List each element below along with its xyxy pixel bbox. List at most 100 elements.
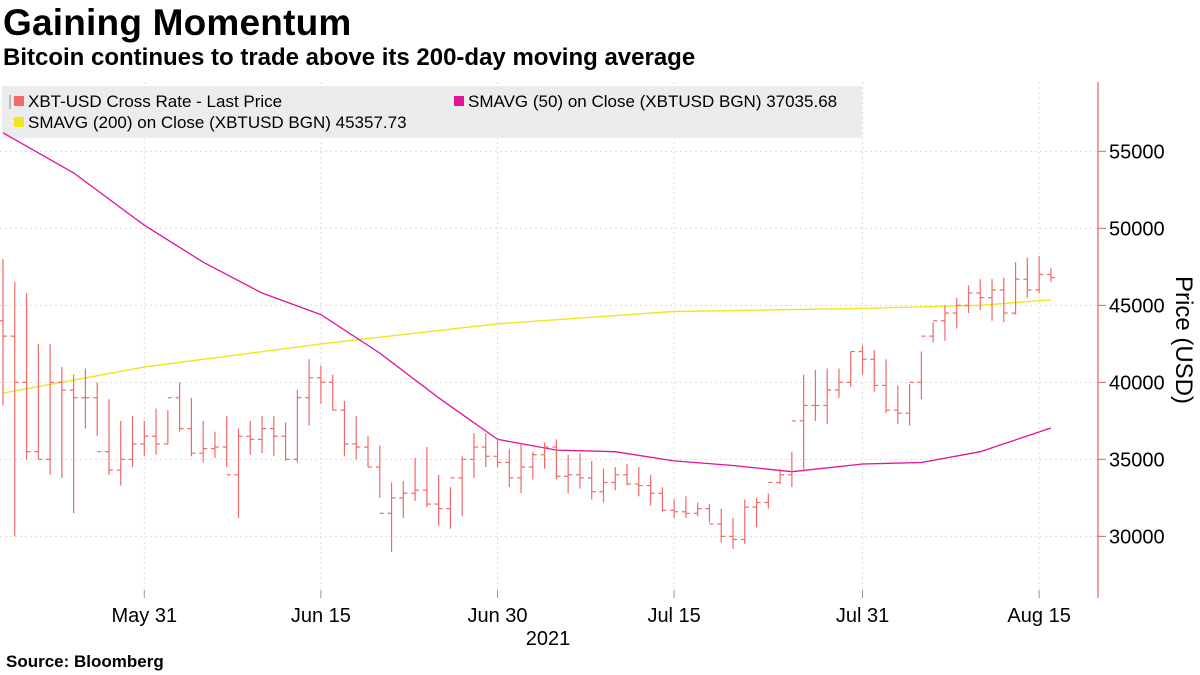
y-tick-label: 35000 — [1109, 449, 1165, 471]
price-bar — [434, 474, 443, 526]
price-bar — [281, 422, 290, 461]
price-bar — [552, 439, 561, 480]
price-bar — [670, 499, 679, 518]
price-bar — [729, 517, 737, 549]
legend-label: SMAVG (200) on Close (XBTUSD BGN) 45357.… — [28, 113, 407, 132]
price-bar — [1035, 256, 1044, 294]
source-note: Source: Bloomberg — [6, 652, 164, 671]
price-bar — [799, 374, 808, 472]
price-bar — [658, 487, 667, 512]
price-bar — [917, 335, 926, 400]
price-bar — [846, 350, 855, 387]
price-bar — [705, 504, 714, 525]
price-bar — [269, 416, 278, 457]
price-bar — [352, 416, 361, 460]
sma50-series — [2, 132, 1052, 473]
price-bar — [210, 431, 219, 458]
chart-subtitle: Bitcoin continues to trade above its 200… — [3, 44, 696, 71]
price-bar — [1046, 268, 1055, 283]
legend: XBT-USD Cross Rate - Last Price SMAVG (50… — [2, 86, 862, 138]
price-bar — [587, 460, 596, 500]
price-bar — [611, 467, 620, 491]
price-bar — [375, 445, 384, 514]
legend-swatch — [14, 117, 24, 127]
price-bar — [740, 499, 749, 545]
x-tick-label: Jun 30 — [467, 605, 527, 627]
price-bar — [187, 397, 196, 457]
price-bar — [458, 456, 467, 517]
price-bar — [293, 390, 302, 463]
legend-item: SMAVG (200) on Close (XBTUSD BGN) 45357.… — [14, 113, 407, 132]
price-bar — [46, 343, 55, 475]
price-bar — [305, 359, 314, 426]
price-bar — [258, 416, 267, 454]
price-bar — [540, 442, 549, 469]
price-bar — [446, 477, 455, 529]
price-bar — [599, 468, 608, 503]
price-bar — [634, 467, 643, 497]
price-bar — [882, 359, 891, 414]
price-series — [0, 256, 1055, 552]
price-bar — [422, 447, 431, 508]
legend-item: XBT-USD Cross Rate - Last Price — [9, 92, 282, 111]
x-tick-label: Jun 15 — [291, 605, 351, 627]
price-bar — [776, 468, 785, 485]
price-bar — [999, 277, 1008, 323]
price-bar — [493, 439, 502, 468]
price-bar — [69, 374, 78, 514]
legend-swatch — [454, 96, 464, 106]
price-bar — [1011, 262, 1020, 315]
price-bar — [517, 443, 526, 494]
price-bar — [387, 482, 396, 552]
price-bar — [693, 502, 702, 517]
price-bar — [93, 382, 102, 453]
price-bar — [34, 343, 43, 460]
price-bar — [1023, 257, 1032, 298]
gridlines — [0, 82, 1098, 598]
price-bar — [399, 480, 408, 518]
price-bar — [764, 481, 773, 509]
axes: 30000 35000 40000 45000 50000 55000 May 31 Jun … — [111, 82, 1197, 627]
price-bar — [681, 496, 690, 518]
x-tick-label: Jul 15 — [647, 605, 700, 627]
price-bar — [870, 350, 879, 392]
price-bar — [905, 381, 914, 426]
chart-title: Gaining Momentum — [3, 2, 352, 43]
price-bar — [787, 420, 796, 488]
price-bar — [0, 259, 7, 406]
sma200-line — [2, 299, 1051, 394]
price-bar — [623, 463, 632, 486]
y-tick-label: 40000 — [1109, 372, 1165, 394]
price-bar — [163, 397, 172, 445]
price-bar — [893, 385, 902, 424]
price-bar — [752, 497, 761, 528]
y-tick-label: 30000 — [1109, 526, 1165, 548]
price-bar — [57, 366, 66, 478]
x-tick-label: Aug 15 — [1007, 605, 1070, 627]
price-bar — [222, 416, 231, 476]
price-bar — [246, 420, 255, 455]
price-bar — [952, 297, 961, 329]
y-tick-label: 50000 — [1109, 218, 1165, 240]
price-bar — [717, 508, 726, 543]
price-bar — [411, 457, 420, 501]
price-bar — [505, 448, 514, 488]
price-bar — [128, 416, 137, 468]
price-bar — [175, 382, 184, 432]
legend-background — [2, 86, 862, 138]
price-bar — [834, 368, 843, 398]
y-tick-label: 55000 — [1109, 141, 1165, 163]
price-bar — [10, 282, 19, 537]
price-bar — [316, 365, 325, 404]
price-bar — [528, 451, 537, 480]
price-bar — [564, 454, 573, 494]
price-bar — [328, 374, 337, 411]
y-tick-label: 45000 — [1109, 295, 1165, 317]
x-tick-label: Jul 31 — [836, 605, 889, 627]
year-label: 2021 — [526, 628, 571, 650]
price-bar — [140, 420, 149, 457]
price-bar — [988, 279, 997, 321]
price-bar — [481, 433, 490, 468]
sma50-line — [2, 132, 1052, 473]
